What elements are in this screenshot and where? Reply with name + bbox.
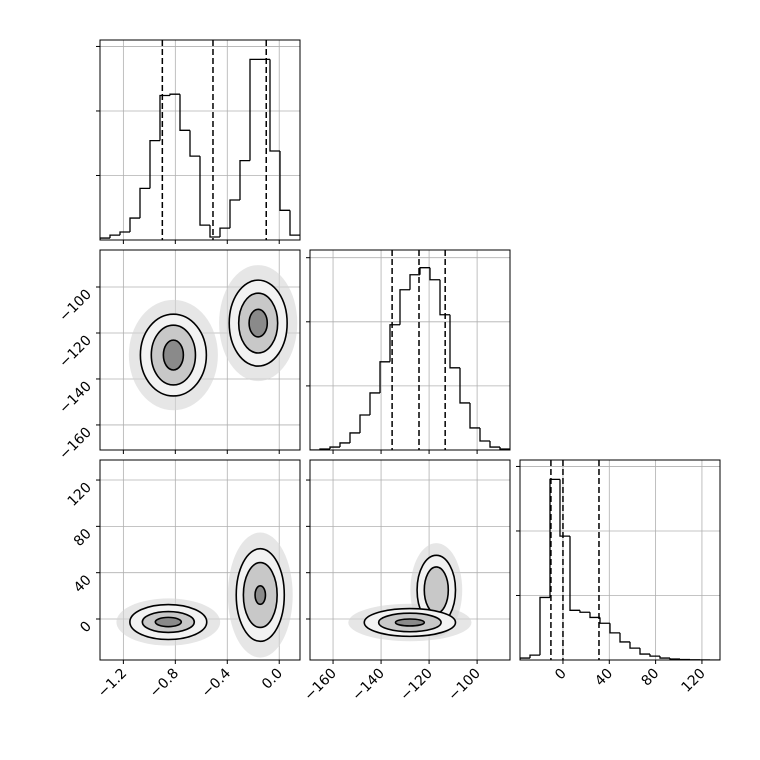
- histogram-bar: [520, 657, 530, 660]
- contour-level: [394, 618, 426, 627]
- panel: [520, 460, 720, 660]
- contour-level: [162, 339, 185, 371]
- panel-frame: [99, 249, 301, 451]
- histogram-bar: [269, 59, 280, 152]
- histogram-bar: [449, 314, 460, 369]
- panel: [100, 460, 300, 660]
- histogram-bar: [100, 237, 110, 240]
- x-tick-label: −0.4: [199, 665, 234, 700]
- y-tick-label: 120: [65, 480, 95, 510]
- x-tick-label: −140: [349, 666, 388, 705]
- histogram-bar: [499, 447, 510, 450]
- histogram-bar: [419, 267, 430, 275]
- y-tick-label: 40: [71, 572, 95, 596]
- panel: [310, 250, 510, 450]
- histogram-bar: [569, 536, 580, 611]
- x-tick-label: 0: [552, 666, 570, 684]
- histogram-bar: [329, 446, 340, 449]
- histogram-bar: [409, 274, 420, 290]
- histogram-bar: [209, 225, 220, 238]
- y-tick-label: −140: [56, 378, 95, 417]
- x-tick-label: 40: [592, 666, 616, 690]
- x-tick-label: −100: [445, 666, 484, 705]
- histogram-bar: [109, 234, 120, 239]
- y-tick-label: 80: [71, 526, 95, 550]
- histogram-bar: [649, 654, 660, 657]
- x-tick-label: 120: [679, 666, 709, 696]
- histogram-bar: [349, 432, 360, 443]
- panel: [100, 40, 300, 240]
- histogram-bar: [539, 596, 550, 656]
- histogram-bar: [389, 324, 400, 362]
- histogram-bar: [659, 656, 670, 659]
- histogram-bar: [479, 427, 490, 442]
- contour-level: [248, 308, 269, 338]
- panel: [310, 460, 510, 660]
- histogram-bar: [399, 289, 410, 325]
- histogram-bar: [149, 139, 160, 189]
- histogram-bar: [609, 623, 620, 634]
- histogram-bar: [589, 612, 600, 619]
- histogram-bar: [219, 227, 230, 238]
- histogram-bar: [639, 648, 650, 655]
- histogram-bar: [119, 231, 130, 236]
- histogram-bar: [459, 367, 470, 404]
- histogram-bar: [629, 641, 640, 649]
- histogram-bar: [559, 479, 570, 537]
- x-tick-label: −160: [301, 666, 340, 705]
- contour-level: [423, 566, 450, 615]
- panel: [100, 250, 300, 450]
- histogram-bar: [189, 130, 200, 157]
- histogram-bar: [579, 610, 590, 613]
- y-tick-label: −160: [56, 424, 95, 463]
- y-tick-label: −100: [56, 287, 95, 326]
- panel-frame: [309, 249, 511, 451]
- contour-level: [154, 616, 183, 628]
- panel-frame: [99, 39, 301, 241]
- histogram-bar: [179, 94, 190, 131]
- histogram-bar: [249, 58, 260, 161]
- histogram-bar: [159, 94, 170, 141]
- histogram-bar: [529, 654, 540, 659]
- x-tick-label: 0.0: [259, 666, 286, 693]
- histogram-bar: [619, 632, 630, 643]
- histogram-bar: [369, 392, 380, 415]
- histogram-bar: [129, 217, 140, 232]
- histogram-bar: [549, 478, 560, 598]
- histogram-bar: [439, 279, 450, 316]
- histogram-bar: [229, 199, 240, 229]
- histogram-bar: [359, 414, 370, 433]
- histogram-bar: [489, 441, 500, 448]
- histogram-bar: [339, 442, 350, 448]
- x-tick-label: −0.8: [147, 666, 182, 701]
- histogram-bar: [429, 267, 440, 281]
- histogram-bar: [239, 159, 250, 200]
- histogram-bar: [199, 156, 210, 226]
- x-tick-label: −120: [397, 666, 436, 705]
- y-tick-label: 0: [77, 619, 95, 637]
- histogram-bar: [669, 658, 680, 660]
- x-tick-label: 80: [639, 666, 663, 690]
- histogram-bar: [379, 361, 390, 393]
- panel-frame: [519, 459, 721, 661]
- histogram-bar: [599, 617, 610, 624]
- histogram-bar: [469, 402, 480, 429]
- y-tick-label: −120: [56, 333, 95, 372]
- histogram-bar: [169, 93, 180, 96]
- histogram-bar: [289, 210, 300, 236]
- histogram-bar: [679, 658, 690, 660]
- panel-frame: [99, 459, 301, 661]
- histogram-bar: [139, 187, 150, 219]
- histogram-bar: [279, 150, 290, 211]
- contour-level: [254, 584, 267, 606]
- x-tick-label: −1.2: [95, 666, 130, 701]
- panel-frame: [309, 459, 511, 661]
